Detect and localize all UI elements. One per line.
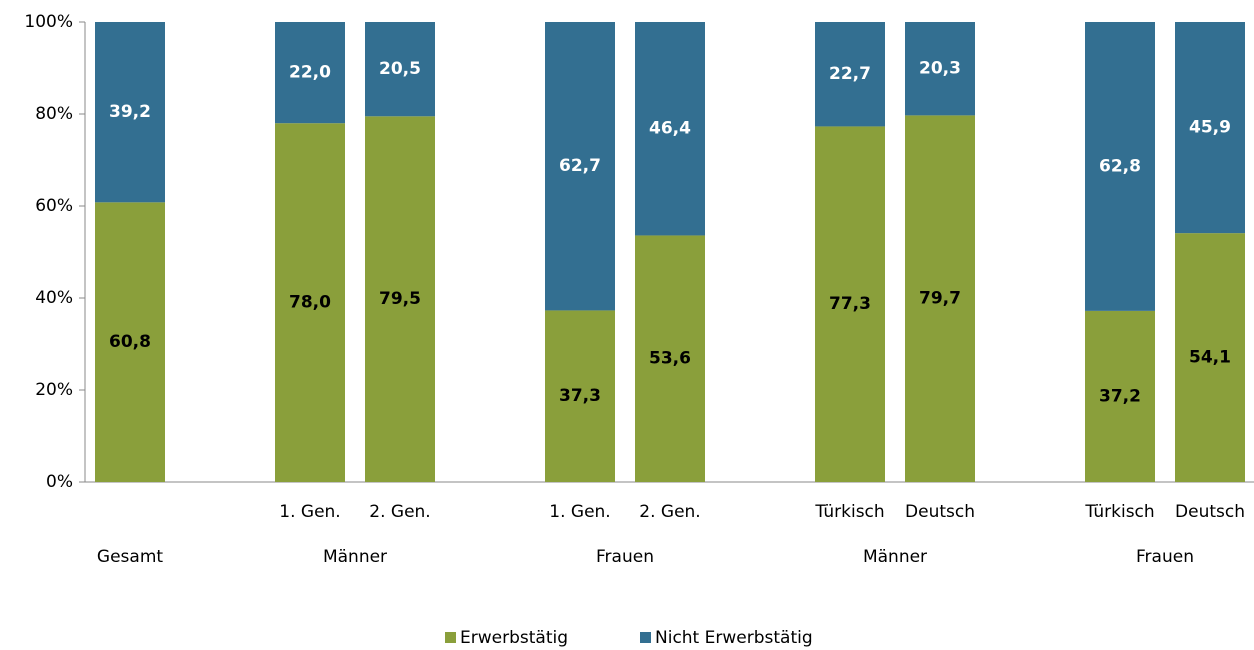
value-label: 53,6 <box>649 349 691 369</box>
bar-segment <box>95 22 165 203</box>
value-label: 54,1 <box>1189 348 1231 368</box>
y-tick-label: 60% <box>35 196 73 216</box>
legend-swatch <box>640 632 651 643</box>
x-tick-label: Deutsch <box>1175 502 1245 522</box>
bar-segment <box>1175 22 1245 234</box>
value-label: 37,3 <box>559 386 601 406</box>
y-tick-label: 20% <box>35 380 73 400</box>
value-label: 39,2 <box>109 102 151 122</box>
x-tick-label: Türkisch <box>814 502 884 522</box>
y-tick-label: 100% <box>24 12 73 32</box>
value-label: 60,8 <box>109 332 151 352</box>
bar-segment <box>815 22 885 127</box>
bar-segment <box>635 22 705 236</box>
bar-segment <box>1175 233 1245 482</box>
value-label: 79,5 <box>379 289 421 309</box>
group-label: Frauen <box>1136 547 1194 567</box>
bar-segment <box>815 126 885 483</box>
legend-swatch <box>445 632 456 643</box>
value-label: 62,8 <box>1099 156 1141 176</box>
value-label: 62,7 <box>559 156 601 176</box>
legend-label: Erwerbstätig <box>460 628 568 648</box>
bar-segment <box>635 235 705 482</box>
group-label: Frauen <box>596 547 654 567</box>
bar-segment <box>905 22 975 116</box>
group-label: Gesamt <box>97 547 163 567</box>
group-label: Männer <box>323 547 387 567</box>
y-tick-label: 80% <box>35 104 73 124</box>
bar-segment <box>95 202 165 482</box>
bar-segment <box>275 123 345 482</box>
value-label: 77,3 <box>829 294 871 314</box>
value-label: 22,7 <box>829 64 871 84</box>
value-label: 22,0 <box>289 63 331 83</box>
value-label: 37,2 <box>1099 386 1141 406</box>
value-label: 20,5 <box>379 59 421 79</box>
x-tick-label: 2. Gen. <box>639 502 700 522</box>
y-tick-label: 40% <box>35 288 73 308</box>
group-label: Männer <box>863 547 927 567</box>
x-tick-label: Deutsch <box>905 502 975 522</box>
value-label: 45,9 <box>1189 118 1231 138</box>
x-tick-label: 1. Gen. <box>279 502 340 522</box>
y-tick-label: 0% <box>46 472 73 492</box>
x-tick-label: 1. Gen. <box>549 502 610 522</box>
bar-segment <box>365 116 435 483</box>
bar-segment <box>365 22 435 117</box>
value-label: 78,0 <box>289 293 331 313</box>
bar-segment <box>905 115 975 482</box>
legend-label: Nicht Erwerbstätig <box>655 628 813 648</box>
bar-segment <box>1085 310 1155 482</box>
x-tick-label: 2. Gen. <box>369 502 430 522</box>
value-label: 46,4 <box>649 119 691 139</box>
value-label: 79,7 <box>919 289 961 309</box>
x-tick-label: Türkisch <box>1084 502 1154 522</box>
value-label: 20,3 <box>919 59 961 79</box>
bar-segment <box>275 22 345 124</box>
bar-segment <box>545 22 615 311</box>
bar-segment <box>1085 22 1155 311</box>
bar-segment <box>545 310 615 482</box>
